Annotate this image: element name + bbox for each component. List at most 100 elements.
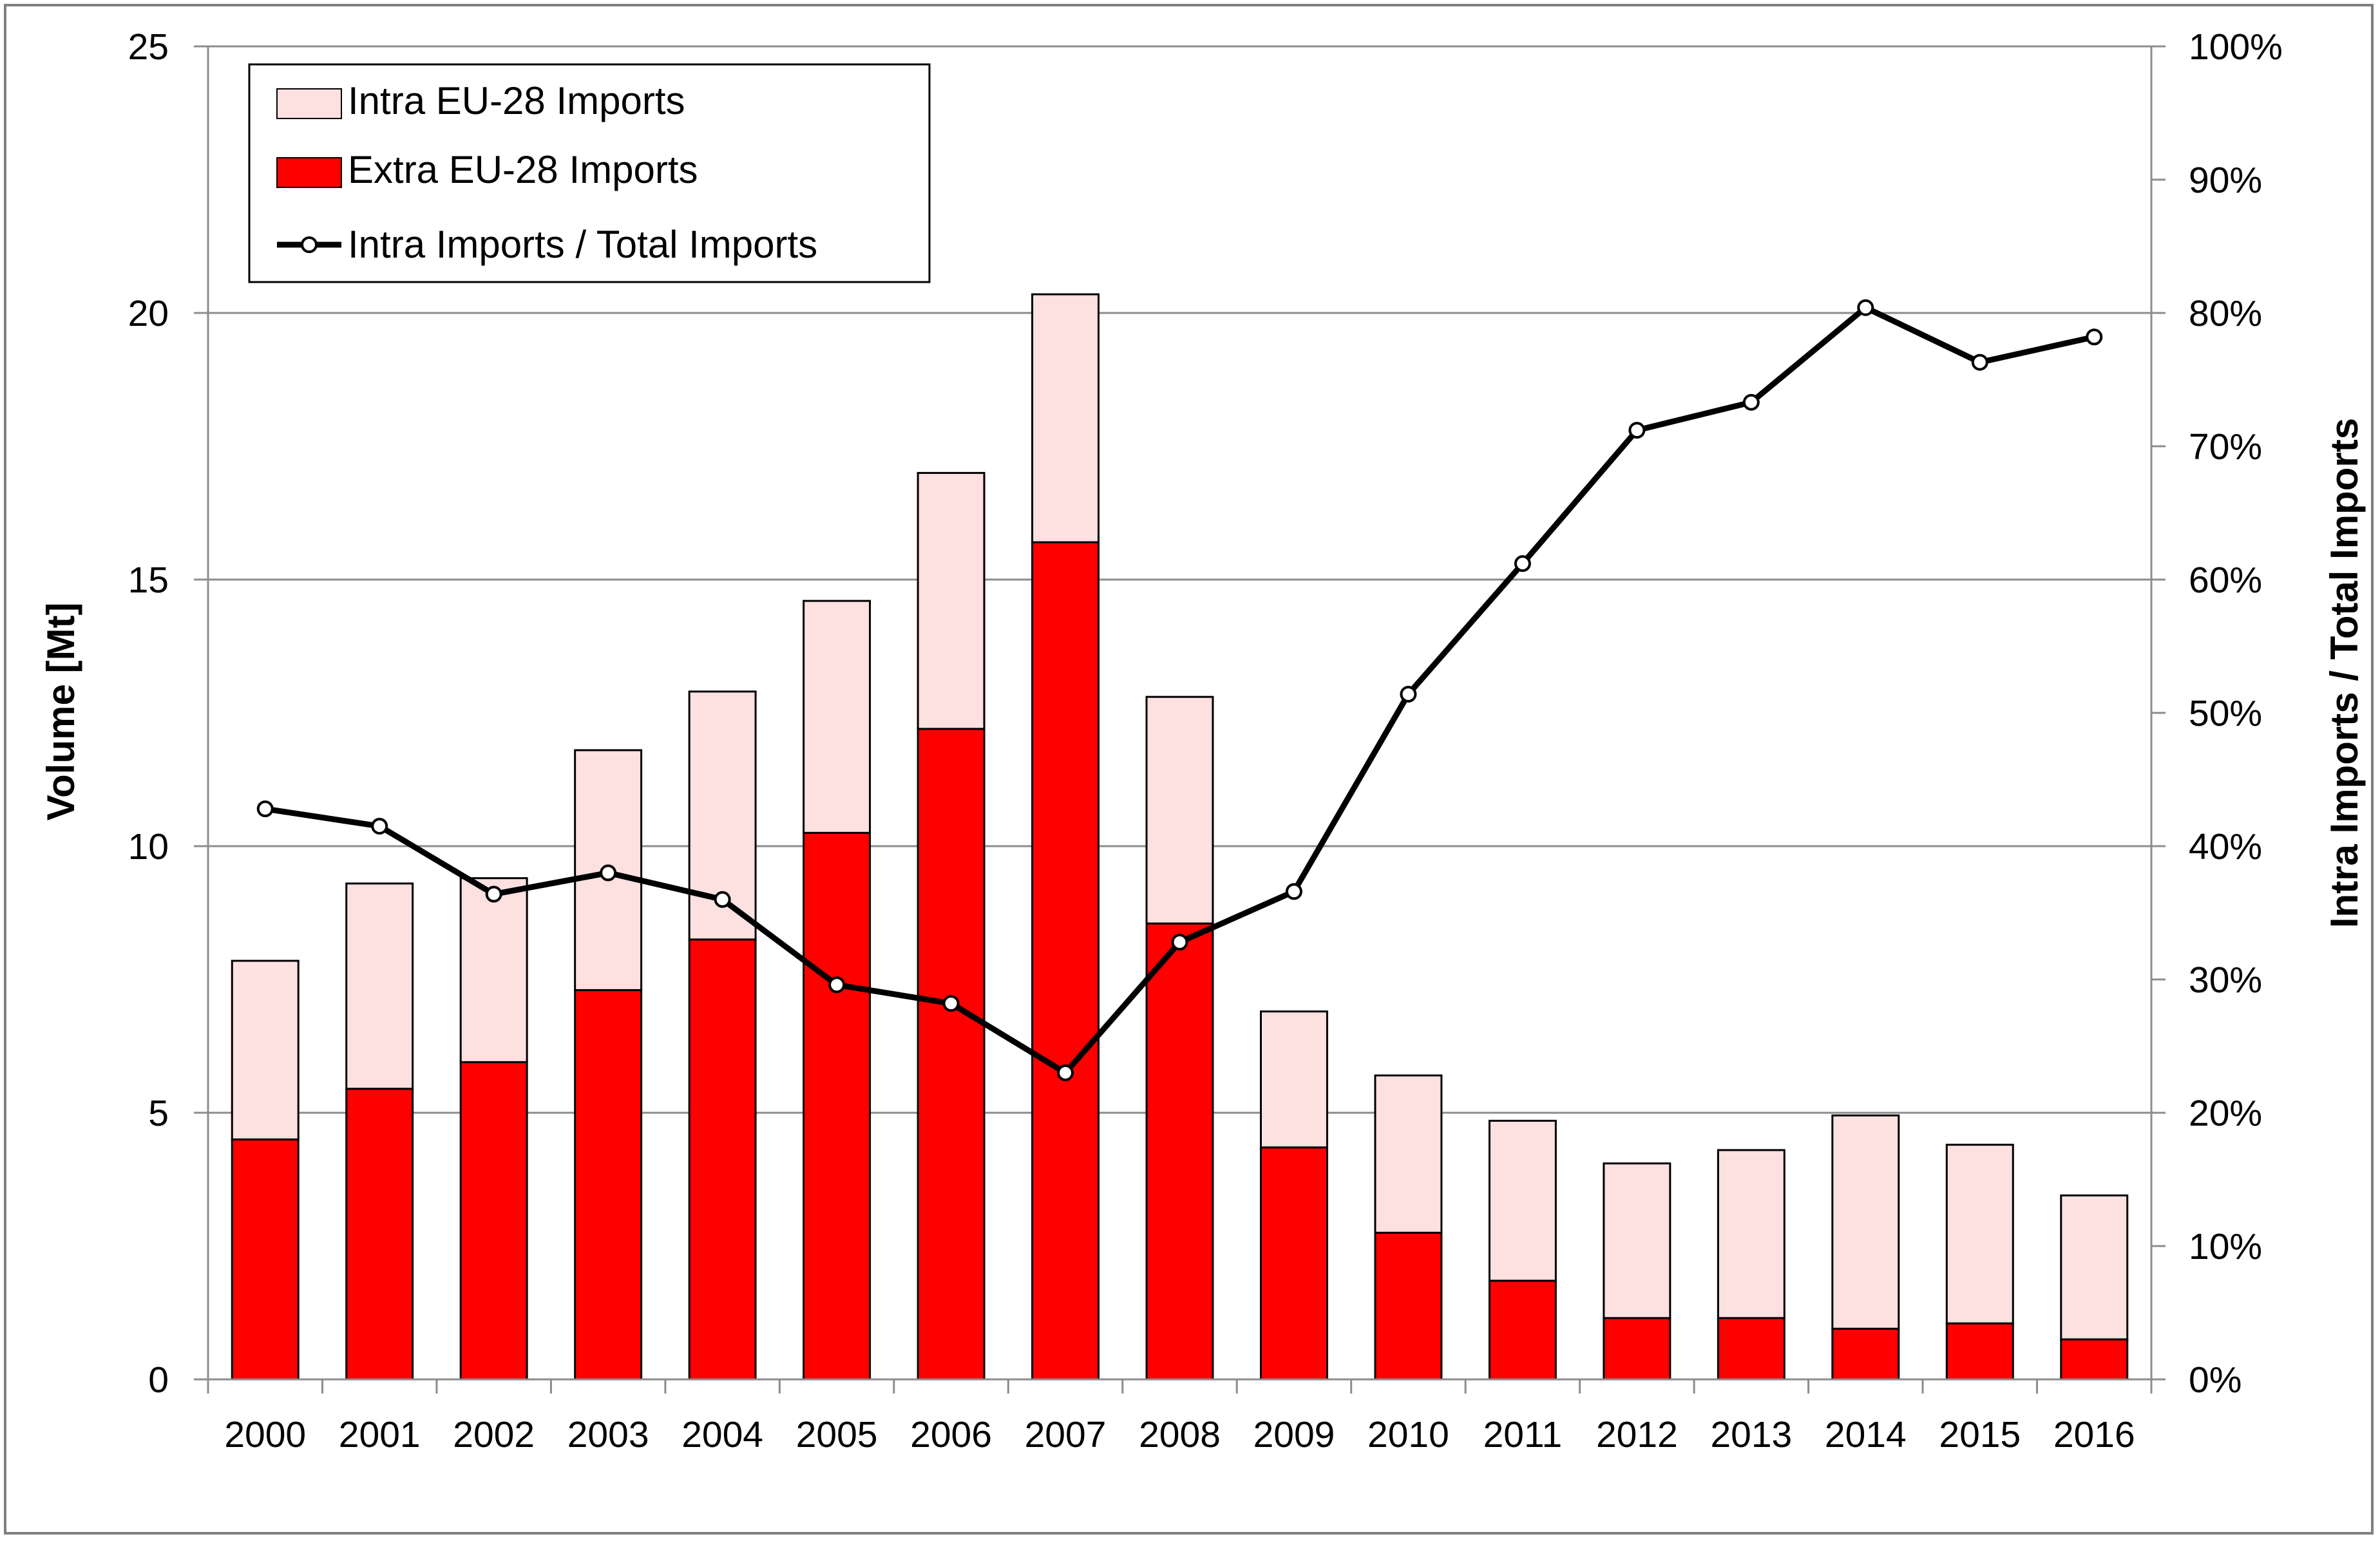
bar-intra xyxy=(1031,293,1100,544)
left-axis-tick-label: 5 xyxy=(148,1093,169,1134)
bar-intra xyxy=(231,960,300,1140)
bar-extra xyxy=(231,1138,300,1381)
legend-swatch-intra xyxy=(276,88,342,119)
bar-intra xyxy=(1945,1144,2014,1325)
x-axis-tick-label: 2002 xyxy=(453,1414,535,1455)
legend-label-ratio: Intra Imports / Total Imports xyxy=(348,223,817,266)
x-axis-tick-label: 2009 xyxy=(1253,1414,1335,1455)
left-axis-tick-label: 20 xyxy=(128,293,169,334)
x-axis-tick-label: 2001 xyxy=(339,1414,421,1455)
ratio-point xyxy=(1971,354,1988,371)
ratio-point xyxy=(1057,1064,1074,1081)
left-axis-tick-label: 25 xyxy=(128,26,169,68)
bar-extra xyxy=(803,831,871,1381)
bar-extra xyxy=(917,728,985,1381)
bar-extra xyxy=(1031,541,1100,1381)
bar-extra xyxy=(1717,1317,1785,1381)
bar-intra xyxy=(803,600,871,834)
x-axis-tick-label: 2006 xyxy=(910,1414,992,1455)
y2-axis-title: Intra Imports / Total Imports xyxy=(2323,418,2366,928)
right-axis-ticks: 0% 10% 20% 30% 40% 50% 60% 70% 80% 90% 100% xyxy=(2189,26,2283,1401)
ratio-point xyxy=(1285,883,1302,900)
ratio-point xyxy=(1742,393,1760,411)
bar-extra xyxy=(1945,1322,2014,1381)
bar-extra xyxy=(1831,1327,1900,1381)
bar-extra xyxy=(1374,1231,1443,1381)
legend-swatch-extra xyxy=(276,157,342,188)
left-axis-ticks: 0 5 10 15 20 25 xyxy=(128,26,169,1401)
ratio-point xyxy=(1514,555,1531,572)
x-axis-tick-label: 2007 xyxy=(1025,1414,1107,1455)
right-axis-tick-label: 50% xyxy=(2189,693,2262,734)
bar-intra xyxy=(1831,1114,1900,1330)
right-axis-tick-label: 90% xyxy=(2189,160,2262,201)
ratio-point xyxy=(1171,934,1188,951)
bar-intra xyxy=(459,877,528,1063)
legend-marker-ratio xyxy=(301,236,318,253)
x-axis-tick-label: 2013 xyxy=(1710,1414,1792,1455)
bar-extra xyxy=(574,989,643,1381)
x-axis-tick-label: 2000 xyxy=(224,1414,306,1455)
bar-extra xyxy=(1603,1317,1671,1381)
bar-intra xyxy=(1717,1149,1785,1319)
right-axis-tick-label: 60% xyxy=(2189,560,2262,601)
bar-extra xyxy=(1488,1280,1557,1381)
ratio-point xyxy=(1857,299,1874,316)
x-axis-tick-label: 2011 xyxy=(1483,1414,1563,1455)
bar-extra xyxy=(688,938,757,1381)
bar-extra xyxy=(1260,1146,1328,1381)
legend-label-extra: Extra EU-28 Imports xyxy=(348,148,698,191)
bar-intra xyxy=(2060,1194,2129,1341)
ratio-point xyxy=(256,800,274,818)
x-axis-tick-label: 2005 xyxy=(796,1414,878,1455)
left-axis-tick-label: 10 xyxy=(128,826,169,867)
x-axis-tick-label: 2012 xyxy=(1596,1414,1678,1455)
ratio-point xyxy=(600,864,617,882)
ratio-point xyxy=(1628,422,1646,439)
x-axis-tick-label: 2014 xyxy=(1825,1414,1907,1455)
bar-extra xyxy=(345,1088,414,1381)
x-axis-ticks: 2000 2001 2002 2003 2004 2005 2006 2007 2008 2009… xyxy=(224,1414,2135,1455)
left-axis-tick-label: 0 xyxy=(148,1359,169,1401)
right-axis-tick-label: 70% xyxy=(2189,426,2262,468)
bar-extra xyxy=(459,1061,528,1381)
bar-extra xyxy=(1145,922,1214,1381)
legend-label-intra: Intra EU-28 Imports xyxy=(348,79,685,122)
ratio-point xyxy=(828,976,846,994)
bar-intra xyxy=(345,882,414,1090)
right-axis-tick-label: 80% xyxy=(2189,293,2262,334)
bars xyxy=(231,293,2129,1381)
ratio-point xyxy=(942,995,960,1012)
x-axis-tick-label: 2010 xyxy=(1367,1414,1449,1455)
x-axis-tick-label: 2015 xyxy=(1939,1414,2021,1455)
x-axis-tick-label: 2016 xyxy=(2053,1414,2135,1455)
x-axis-tick-label: 2003 xyxy=(567,1414,649,1455)
bar-intra xyxy=(1488,1119,1557,1282)
right-axis-tick-label: 100% xyxy=(2189,26,2283,68)
bar-intra xyxy=(1145,695,1214,925)
ratio-point xyxy=(485,885,502,903)
ratio-point xyxy=(1400,686,1417,703)
right-axis-tick-label: 30% xyxy=(2189,960,2262,1001)
bar-extra xyxy=(2060,1338,2129,1381)
ratio-line xyxy=(256,299,2103,1081)
right-axis-tick-label: 40% xyxy=(2189,826,2262,867)
ratio-point xyxy=(371,817,388,835)
ratio-point xyxy=(2086,328,2103,346)
x-axis-tick-label: 2004 xyxy=(681,1414,763,1455)
right-axis-tick-label: 10% xyxy=(2189,1226,2262,1267)
right-axis-tick-label: 0% xyxy=(2189,1359,2242,1401)
x-axis-tick-label: 2008 xyxy=(1139,1414,1221,1455)
legend: Intra EU-28 Imports Extra EU-28 Imports … xyxy=(248,63,931,283)
legend-box xyxy=(248,63,931,283)
bar-intra xyxy=(917,471,985,730)
bar-intra xyxy=(1260,1010,1328,1149)
left-axis-tick-label: 15 xyxy=(128,560,169,601)
bar-intra xyxy=(1603,1162,1671,1319)
axes xyxy=(194,45,2166,1394)
ratio-point xyxy=(714,891,731,908)
bar-intra xyxy=(1374,1074,1443,1234)
right-axis-tick-label: 20% xyxy=(2189,1093,2262,1134)
y-axis-title: Volume [Mt] xyxy=(39,603,82,821)
